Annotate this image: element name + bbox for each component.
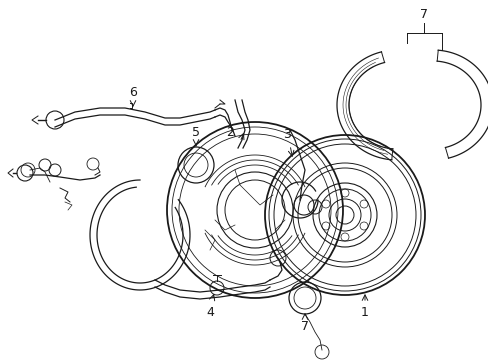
Text: 6: 6 <box>129 85 137 99</box>
Text: 7: 7 <box>301 320 308 333</box>
Text: 2: 2 <box>225 126 233 139</box>
Text: 4: 4 <box>205 306 214 319</box>
Text: 7: 7 <box>419 8 427 21</box>
Text: 5: 5 <box>192 126 200 139</box>
Text: 3: 3 <box>283 129 290 141</box>
Text: 1: 1 <box>360 306 368 320</box>
